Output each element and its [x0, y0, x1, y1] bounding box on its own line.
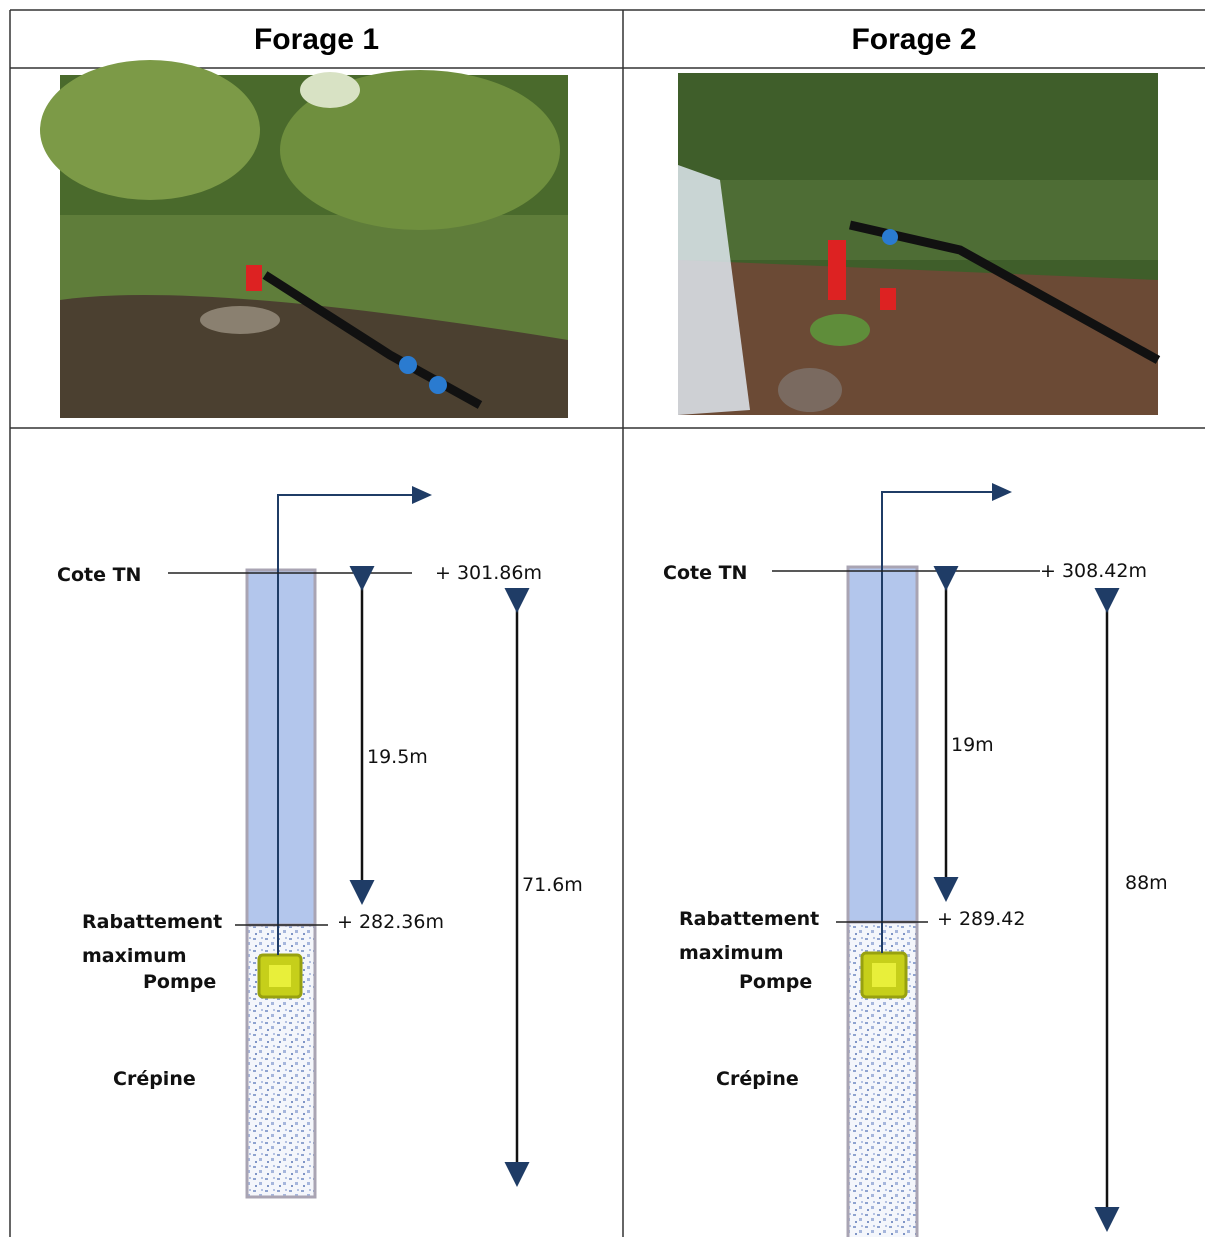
screen-label: Crépine: [716, 1062, 799, 1096]
photo-1: [40, 60, 568, 418]
drawdown-depth: 19.5m: [367, 740, 428, 774]
photo-2: [678, 73, 1158, 415]
column-header: Forage 1: [10, 23, 623, 57]
drawdown-level: + 282.36m: [337, 905, 444, 939]
ground-level: + 301.86m: [435, 556, 542, 590]
pump-label: Pompe: [739, 965, 812, 999]
drawing: [0, 0, 1205, 1237]
page: Forage 1 Cote TN + 301.86m 19.5m 71.6m + 282.…: [0, 0, 1205, 1237]
drawdown-level: + 289.42: [937, 902, 1025, 936]
flow-arrow: [412, 486, 432, 504]
ground-level: + 308.42m: [1040, 554, 1147, 588]
drawdown-depth: 19m: [951, 728, 994, 762]
pump-label: Pompe: [143, 965, 216, 999]
ground-label: Cote TN: [663, 556, 747, 590]
drawdown-label: Rabattement maximum: [679, 902, 829, 970]
total-depth: 71.6m: [522, 868, 583, 902]
screen-label: Crépine: [113, 1062, 196, 1096]
pump-core: [872, 963, 896, 987]
total-depth: 88m: [1125, 866, 1168, 900]
ground-label: Cote TN: [57, 558, 141, 592]
column-header: Forage 2: [623, 23, 1205, 57]
casing-water: [247, 570, 315, 925]
flow-arrow: [992, 483, 1012, 501]
pump-core: [269, 965, 291, 987]
drawdown-label: Rabattement maximum: [82, 905, 232, 973]
